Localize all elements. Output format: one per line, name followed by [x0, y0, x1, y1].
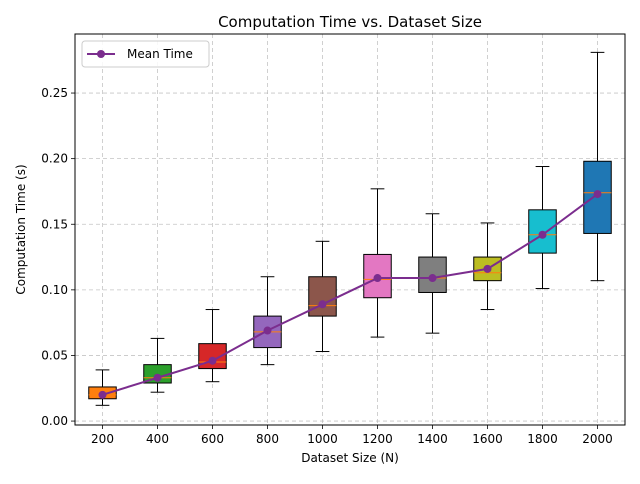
- mean-point-1600: [483, 264, 492, 273]
- y-tick-label: 0.25: [41, 86, 68, 100]
- mean-point-1400: [428, 274, 437, 283]
- y-tick-label: 0.15: [41, 217, 68, 231]
- mean-point-400: [153, 373, 162, 382]
- x-axis-ticks: 200 400 600 800 1000 1200 1400 1600 1800 2000: [91, 425, 613, 446]
- y-tick-label: 0.20: [41, 152, 68, 166]
- x-tick-label: 400: [146, 432, 169, 446]
- y-tick-label: 0.05: [41, 348, 68, 362]
- chart-title: Computation Time vs. Dataset Size: [218, 13, 482, 31]
- mean-point-1000: [318, 300, 327, 309]
- iqr-box: [583, 160, 612, 234]
- x-tick-label: 1000: [307, 432, 338, 446]
- box-layer: [88, 51, 612, 406]
- x-tick-label: 600: [201, 432, 224, 446]
- plot-area-frame: [74, 33, 626, 426]
- legend-frame: [81, 40, 210, 68]
- x-tick-label: 1400: [417, 432, 448, 446]
- x-axis-label: Dataset Size (N): [301, 451, 399, 465]
- x-tick-label: 200: [91, 432, 114, 446]
- x-tick-label: 800: [256, 432, 279, 446]
- y-axis-label: Computation Time (s): [14, 164, 28, 294]
- iqr-box: [308, 276, 337, 317]
- legend-label: Mean Time: [127, 47, 193, 61]
- y-axis-ticks: 0.00 0.05 0.10 0.15 0.20 0.25: [41, 86, 75, 428]
- mean-point-1200: [373, 274, 382, 283]
- mean-line-layer: [98, 190, 602, 399]
- legend: Mean Time: [81, 40, 210, 68]
- mean-point-800: [263, 326, 272, 335]
- mean-time-line: [102, 193, 599, 396]
- x-tick-label: 1600: [472, 432, 503, 446]
- y-tick-label: 0.10: [41, 283, 68, 297]
- x-tick-label: 2000: [582, 432, 613, 446]
- mean-point-600: [208, 356, 217, 365]
- y-tick-label: 0.00: [41, 414, 68, 428]
- x-tick-label: 1200: [362, 432, 393, 446]
- mean-point-2000: [593, 190, 602, 199]
- legend-marker-swatch: [97, 50, 105, 58]
- x-tick-label: 1800: [527, 432, 558, 446]
- mean-point-200: [98, 390, 107, 399]
- mean-point-1800: [538, 230, 547, 239]
